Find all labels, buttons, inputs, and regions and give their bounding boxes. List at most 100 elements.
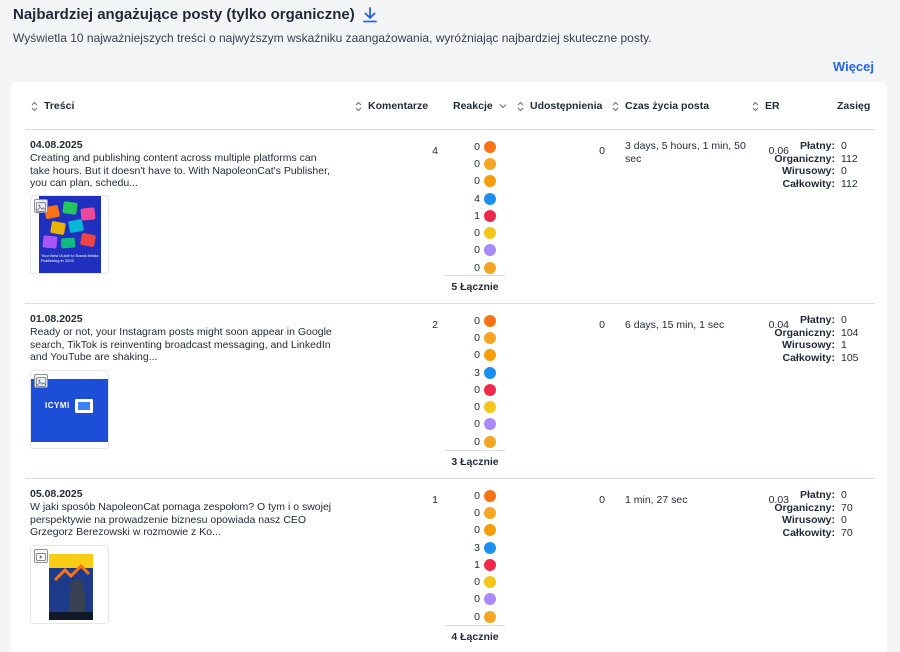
reaction-count: 0 <box>474 524 480 537</box>
reaction-count: 1 <box>474 209 480 222</box>
reach-value: 104 <box>841 326 859 339</box>
reaction-count: 0 <box>474 175 480 188</box>
reach-label: Całkowity: <box>782 526 835 539</box>
post-date: 04.08.2025 <box>30 139 83 151</box>
reaction-count: 3 <box>474 541 480 554</box>
table-row: 04.08.2025 Creating and publishing conte… <box>25 130 875 304</box>
angry-icon <box>484 489 496 502</box>
download-icon[interactable] <box>362 6 377 23</box>
reaction-count: 0 <box>474 261 480 274</box>
reaction-count: 0 <box>474 593 480 606</box>
angry-icon <box>484 314 496 327</box>
reach-label: Organiczny: <box>774 152 835 165</box>
sort-icon <box>31 101 38 111</box>
post-thumbnail[interactable] <box>30 545 109 624</box>
post-lifetime: 6 days, 15 min, 1 sec <box>625 319 725 331</box>
reaction-count: 3 <box>474 366 480 379</box>
column-shares[interactable]: Udostępnienia <box>517 82 602 130</box>
comments-count: 1 <box>432 494 438 506</box>
column-reach[interactable]: Zasięg <box>837 82 870 130</box>
column-er[interactable]: ER <box>752 82 780 130</box>
reach-breakdown: Płatny: 0 Organiczny: 104 Wirusowy: 1 Całko… <box>765 314 875 364</box>
angry-icon <box>484 140 496 153</box>
column-reactions[interactable]: Reakcje <box>453 82 507 130</box>
reach-label: Wirusowy: <box>782 514 835 526</box>
reaction-count: 0 <box>474 610 480 623</box>
reach-label: Organiczny: <box>774 326 835 339</box>
er-value: 0.06 <box>768 145 789 157</box>
like-icon <box>484 366 496 379</box>
comments-count: 4 <box>432 145 438 157</box>
reactions-list: 0 0 0 3 0 0 0 0 <box>445 312 505 450</box>
column-reach-label: Zasięg <box>837 100 871 112</box>
haha-icon <box>484 331 496 344</box>
reach-breakdown: Płatny: 0 Organiczny: 112 Wirusowy: 0 Całko… <box>765 140 875 190</box>
sad-icon <box>484 401 496 414</box>
sort-icon <box>612 101 619 111</box>
column-lifetime[interactable]: Czas życia posta <box>612 82 709 130</box>
sort-icon <box>355 101 362 111</box>
wow-laugh-icon <box>484 524 496 537</box>
column-comments-label: Komentarze <box>368 100 429 112</box>
chevron-down-icon <box>499 104 507 109</box>
love-icon <box>484 558 496 571</box>
wow-laugh-icon <box>484 349 496 362</box>
posts-table: Treści Komentarze Reakcje Udostępnienia … <box>11 82 887 652</box>
reaction-count: 0 <box>474 576 480 589</box>
more-link[interactable]: Więcej <box>832 59 874 74</box>
shares-count: 0 <box>599 319 605 331</box>
post-text: Creating and publishing content across m… <box>30 152 330 189</box>
comments-count: 2 <box>432 319 438 331</box>
haha-icon <box>484 157 496 170</box>
reaction-count: 0 <box>474 418 480 431</box>
column-content[interactable]: Treści <box>31 82 74 130</box>
image-icon <box>34 199 48 213</box>
section-description: Wyświetla 10 najważniejszych treści o na… <box>13 31 652 45</box>
thumbnail-image <box>31 379 108 442</box>
column-lifetime-label: Czas życia posta <box>625 100 710 112</box>
reaction-count: 0 <box>474 331 480 344</box>
thumbnail-caption: ICYMI <box>45 401 70 410</box>
surprised-icon <box>484 261 496 274</box>
like-icon <box>484 541 496 554</box>
reach-label: Płatny: <box>799 489 835 501</box>
sad-icon <box>484 576 496 589</box>
reaction-count: 0 <box>474 401 480 414</box>
reach-value: 0 <box>841 165 847 177</box>
table-row: 01.08.2025 Ready or not, your Instagram … <box>25 304 875 479</box>
reaction-count: 0 <box>474 435 480 448</box>
column-er-label: ER <box>765 100 780 112</box>
care-icon <box>484 418 496 431</box>
wow-laugh-icon <box>484 175 496 188</box>
surprised-icon <box>484 610 496 623</box>
reach-value: 70 <box>841 526 853 539</box>
reach-value: 0 <box>841 514 847 526</box>
reach-label: Płatny: <box>799 140 835 152</box>
post-text: Ready or not, your Instagram posts might… <box>30 326 332 363</box>
reaction-count: 4 <box>474 192 480 205</box>
reaction-count: 0 <box>474 314 480 327</box>
image-icon <box>34 374 48 388</box>
thumbnail-image <box>39 196 101 273</box>
reactions-total: 4 Łącznie <box>445 625 505 643</box>
sort-icon <box>517 101 524 111</box>
post-thumbnail[interactable]: Your Best Guide to Social Media Publishi… <box>30 195 109 274</box>
reaction-count: 0 <box>474 506 480 519</box>
table-row: 05.08.2025 W jaki sposób NapoleonCat pom… <box>25 479 875 652</box>
shares-count: 0 <box>599 494 605 506</box>
column-reactions-label: Reakcje <box>453 100 493 112</box>
er-value: 0.04 <box>768 319 789 331</box>
column-comments[interactable]: Komentarze <box>355 82 428 130</box>
post-thumbnail[interactable]: ICYMI <box>30 370 109 449</box>
video-icon <box>34 549 48 563</box>
reactions-list: 0 0 0 4 1 0 0 0 <box>445 138 505 276</box>
love-icon <box>484 383 496 396</box>
reach-value: 0 <box>841 489 847 501</box>
reach-value: 105 <box>841 351 859 364</box>
post-text: W jaki sposób NapoleonCat pomaga zespoło… <box>30 501 332 538</box>
reaction-count: 0 <box>474 383 480 396</box>
sort-icon <box>752 101 759 111</box>
table-header: Treści Komentarze Reakcje Udostępnienia … <box>25 82 875 130</box>
reach-label: Wirusowy: <box>782 165 835 177</box>
section-title-text: Najbardziej angażujące posty (tylko orga… <box>13 6 355 23</box>
